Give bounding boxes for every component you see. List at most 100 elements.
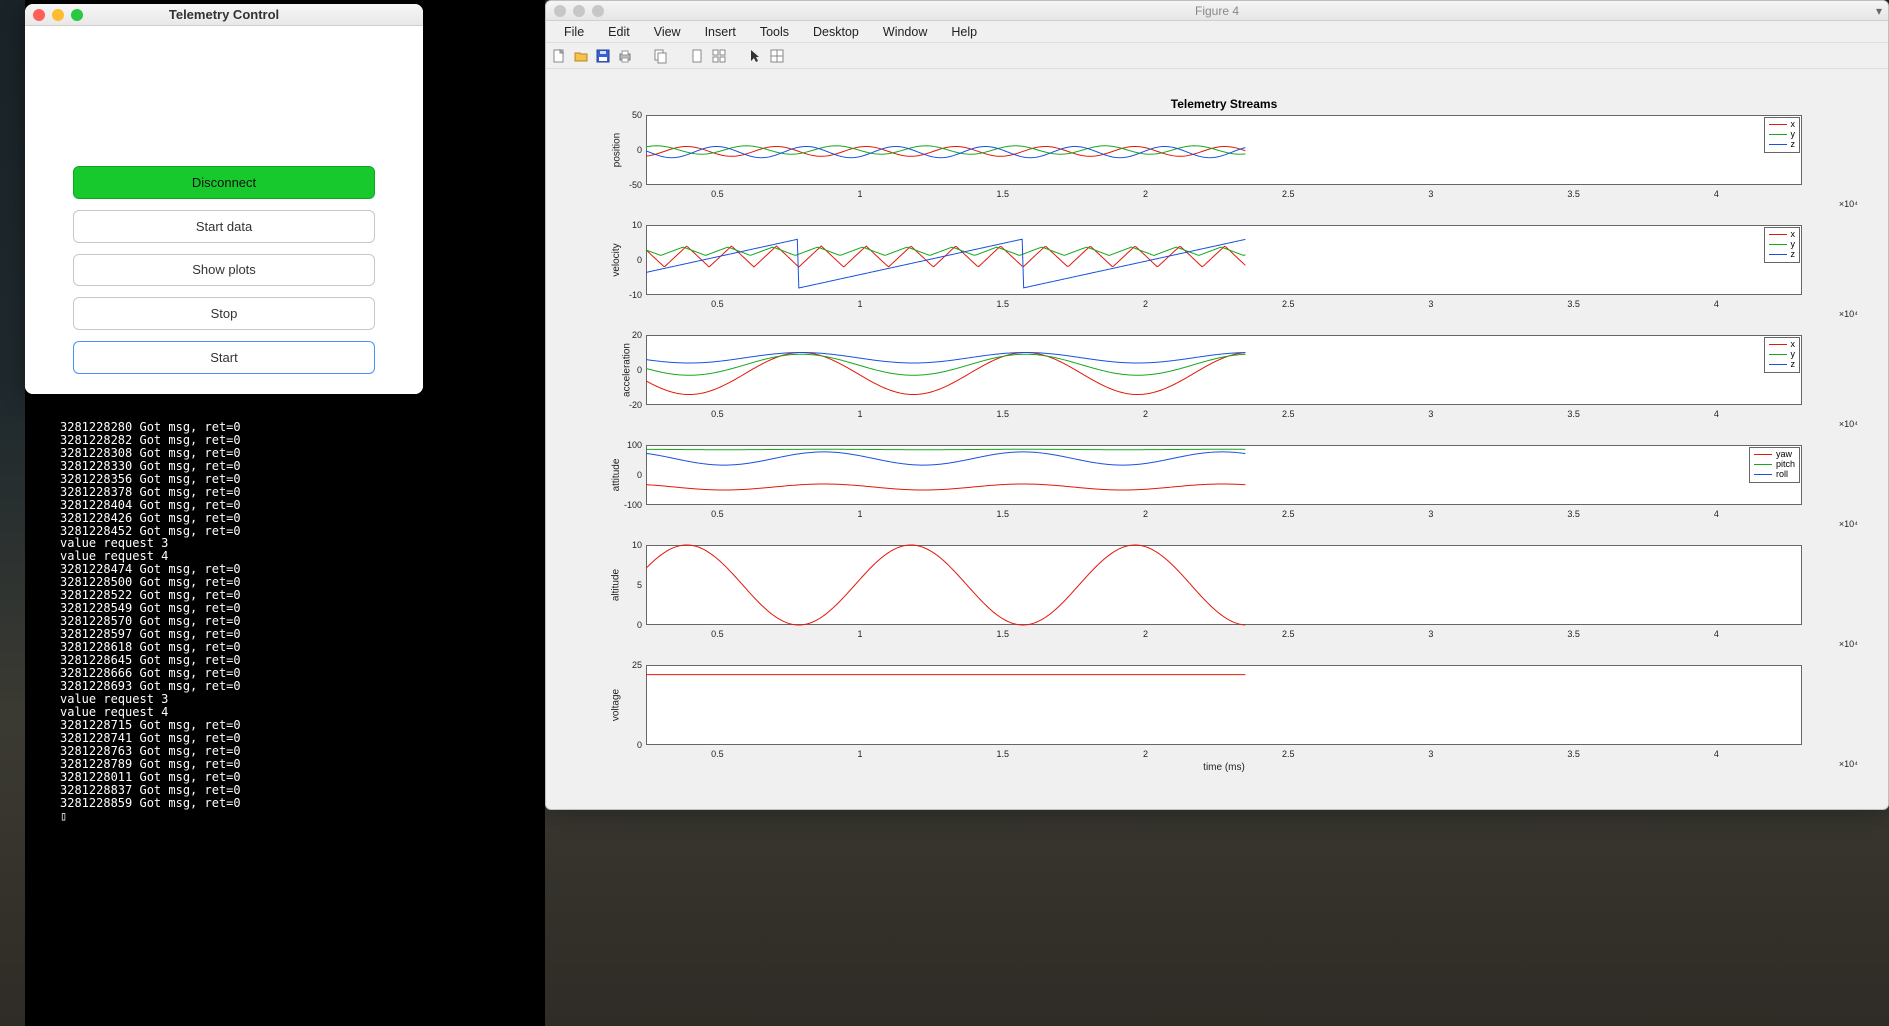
xtick: 3.5 — [1567, 509, 1580, 519]
ylabel-voltage: voltage — [611, 689, 622, 721]
traces-voltage — [646, 665, 1802, 745]
menu-expand-icon[interactable]: ▾ — [1876, 4, 1882, 18]
menu-view[interactable]: View — [642, 25, 693, 39]
xtick: 2.5 — [1282, 299, 1295, 309]
show-plots-button[interactable]: Show plots — [73, 254, 375, 287]
subplot-altitude: altitude05100.511.522.533.54×10⁴ — [646, 545, 1802, 625]
xtick: 3.5 — [1567, 629, 1580, 639]
print-icon[interactable] — [616, 47, 634, 65]
xtick: 3 — [1428, 409, 1433, 419]
xtick: 3 — [1428, 189, 1433, 199]
subplot-container: position-500500.511.522.533.54×10⁴xyz vel… — [646, 115, 1802, 791]
xtick: 0.5 — [711, 409, 724, 419]
start-data-button[interactable]: Start data — [73, 210, 375, 243]
xtick: 1.5 — [997, 189, 1010, 199]
xtick: 4 — [1714, 409, 1719, 419]
x-exponent: ×10⁴ — [1839, 639, 1858, 649]
xtick: 0.5 — [711, 509, 724, 519]
traces-attitude — [646, 445, 1802, 505]
copy-icon[interactable] — [652, 47, 670, 65]
open-icon[interactable] — [572, 47, 590, 65]
xtick: 0.5 — [711, 749, 724, 759]
xtick: 1 — [858, 749, 863, 759]
menu-tools[interactable]: Tools — [748, 25, 801, 39]
xtick: 2 — [1143, 749, 1148, 759]
ytick: -100 — [616, 500, 642, 510]
menu-insert[interactable]: Insert — [693, 25, 748, 39]
xtick: 4 — [1714, 509, 1719, 519]
menu-edit[interactable]: Edit — [596, 25, 642, 39]
figure-titlebar: Figure 4 ▾ — [546, 1, 1888, 21]
subplot-voltage: voltage0250.511.522.533.54×10⁴time (ms) — [646, 665, 1802, 745]
xtick: 2.5 — [1282, 509, 1295, 519]
figure-window: Figure 4 ▾ FileEditViewInsertToolsDeskto… — [545, 0, 1889, 810]
series-line — [646, 354, 1245, 375]
control-window: Telemetry Control Disconnect Start data … — [25, 4, 423, 394]
menu-help[interactable]: Help — [939, 25, 989, 39]
ytick: 0 — [616, 145, 642, 155]
xtick: 1 — [858, 189, 863, 199]
plot-title: Telemetry Streams — [646, 97, 1802, 111]
ytick: 25 — [616, 660, 642, 670]
ytick: -50 — [616, 180, 642, 190]
menu-window[interactable]: Window — [871, 25, 939, 39]
xtick: 2.5 — [1282, 189, 1295, 199]
xtick: 3.5 — [1567, 409, 1580, 419]
series-line — [646, 545, 1245, 625]
xtick: 2 — [1143, 299, 1148, 309]
start-button[interactable]: Start — [73, 341, 375, 374]
stop-button[interactable]: Stop — [73, 297, 375, 330]
x-exponent: ×10⁴ — [1839, 199, 1858, 209]
traces-altitude — [646, 545, 1802, 625]
figure-title: Figure 4 — [546, 4, 1888, 18]
xtick: 1.5 — [997, 299, 1010, 309]
xtick: 3 — [1428, 299, 1433, 309]
xtick: 1.5 — [997, 749, 1010, 759]
traces-position — [646, 115, 1802, 185]
subplot-velocity: velocity-100100.511.522.533.54×10⁴xyz — [646, 225, 1802, 295]
traces-acceleration — [646, 335, 1802, 405]
ytick: 0 — [616, 470, 642, 480]
ytick: 10 — [616, 540, 642, 550]
disconnect-button[interactable]: Disconnect — [73, 166, 375, 199]
menu-file[interactable]: File — [552, 25, 596, 39]
ytick: 10 — [616, 220, 642, 230]
cursor-icon[interactable] — [746, 47, 764, 65]
xtick: 1 — [858, 509, 863, 519]
xtick: 1 — [858, 629, 863, 639]
menu-desktop[interactable]: Desktop — [801, 25, 871, 39]
xtick: 2 — [1143, 629, 1148, 639]
new-icon[interactable] — [550, 47, 568, 65]
ytick: 0 — [616, 255, 642, 265]
ruler-icon[interactable] — [768, 47, 786, 65]
xtick: 3 — [1428, 629, 1433, 639]
xtick: 1.5 — [997, 629, 1010, 639]
ytick: 0 — [616, 740, 642, 750]
ytick: 50 — [616, 110, 642, 120]
xtick: 2 — [1143, 189, 1148, 199]
subplot-position: position-500500.511.522.533.54×10⁴xyz — [646, 115, 1802, 185]
xtick: 1 — [858, 409, 863, 419]
xtick: 4 — [1714, 629, 1719, 639]
xtick: 3 — [1428, 749, 1433, 759]
series-line — [646, 239, 1245, 288]
xtick: 3 — [1428, 509, 1433, 519]
ytick: -10 — [616, 290, 642, 300]
layout-icon[interactable] — [710, 47, 728, 65]
xtick: 4 — [1714, 749, 1719, 759]
xtick: 4 — [1714, 299, 1719, 309]
page-icon[interactable] — [688, 47, 706, 65]
control-body: Disconnect Start data Show plots Stop St… — [25, 26, 423, 394]
xtick: 0.5 — [711, 299, 724, 309]
ytick: 100 — [616, 440, 642, 450]
save-icon[interactable] — [594, 47, 612, 65]
xtick: 2.5 — [1282, 409, 1295, 419]
ytick: 0 — [616, 365, 642, 375]
ytick: 0 — [616, 620, 642, 630]
series-line — [646, 484, 1245, 490]
xtick: 2 — [1143, 409, 1148, 419]
xlabel: time (ms) — [1203, 762, 1245, 773]
figure-toolbar — [546, 43, 1888, 69]
series-line — [646, 353, 1245, 364]
xtick: 3.5 — [1567, 299, 1580, 309]
